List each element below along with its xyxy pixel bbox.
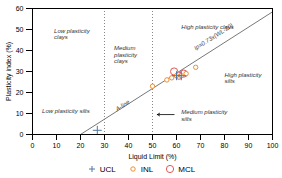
svg-text:0: 0 xyxy=(20,131,24,138)
svg-text:40: 40 xyxy=(125,142,133,149)
svg-text:20: 20 xyxy=(16,89,24,96)
svg-text:20: 20 xyxy=(77,142,85,149)
svg-text:Low plasticityclays: Low plasticityclays xyxy=(54,28,91,40)
svg-text:90: 90 xyxy=(245,142,253,149)
svg-text:A-line: A-line xyxy=(114,99,132,113)
svg-text:30: 30 xyxy=(16,68,24,75)
svg-text:High plasticitysilts: High plasticitysilts xyxy=(225,72,263,84)
svg-text:Medium plasticitysilts: Medium plasticitysilts xyxy=(181,109,228,121)
svg-text:Plasticity index (%): Plasticity index (%) xyxy=(5,42,13,101)
svg-text:10: 10 xyxy=(53,142,61,149)
html-text:UCL: UCL xyxy=(99,164,116,174)
svg-text:80: 80 xyxy=(221,142,229,149)
html-text:INL: INL xyxy=(140,164,154,174)
svg-text:Liquid Limit (%): Liquid Limit (%) xyxy=(128,153,176,161)
svg-text:60: 60 xyxy=(173,142,181,149)
svg-text:100: 100 xyxy=(267,142,279,149)
html-text:MCL: MCL xyxy=(178,164,196,174)
svg-text:50: 50 xyxy=(16,26,24,33)
svg-text:Mediumplasticityclays: Mediumplasticityclays xyxy=(113,45,138,64)
svg-text:Low plasticity silts: Low plasticity silts xyxy=(42,108,90,114)
svg-text:60: 60 xyxy=(16,5,24,12)
svg-text:70: 70 xyxy=(197,142,205,149)
svg-text:High plasticity clays: High plasticity clays xyxy=(181,24,233,30)
svg-text:50: 50 xyxy=(149,142,157,149)
svg-text:10: 10 xyxy=(16,110,24,117)
svg-text:30: 30 xyxy=(101,142,109,149)
svg-text:0: 0 xyxy=(31,142,35,149)
svg-text:40: 40 xyxy=(16,47,24,54)
svg-text:Ip=0.73x(WL-20): Ip=0.73x(WL-20) xyxy=(193,22,234,52)
